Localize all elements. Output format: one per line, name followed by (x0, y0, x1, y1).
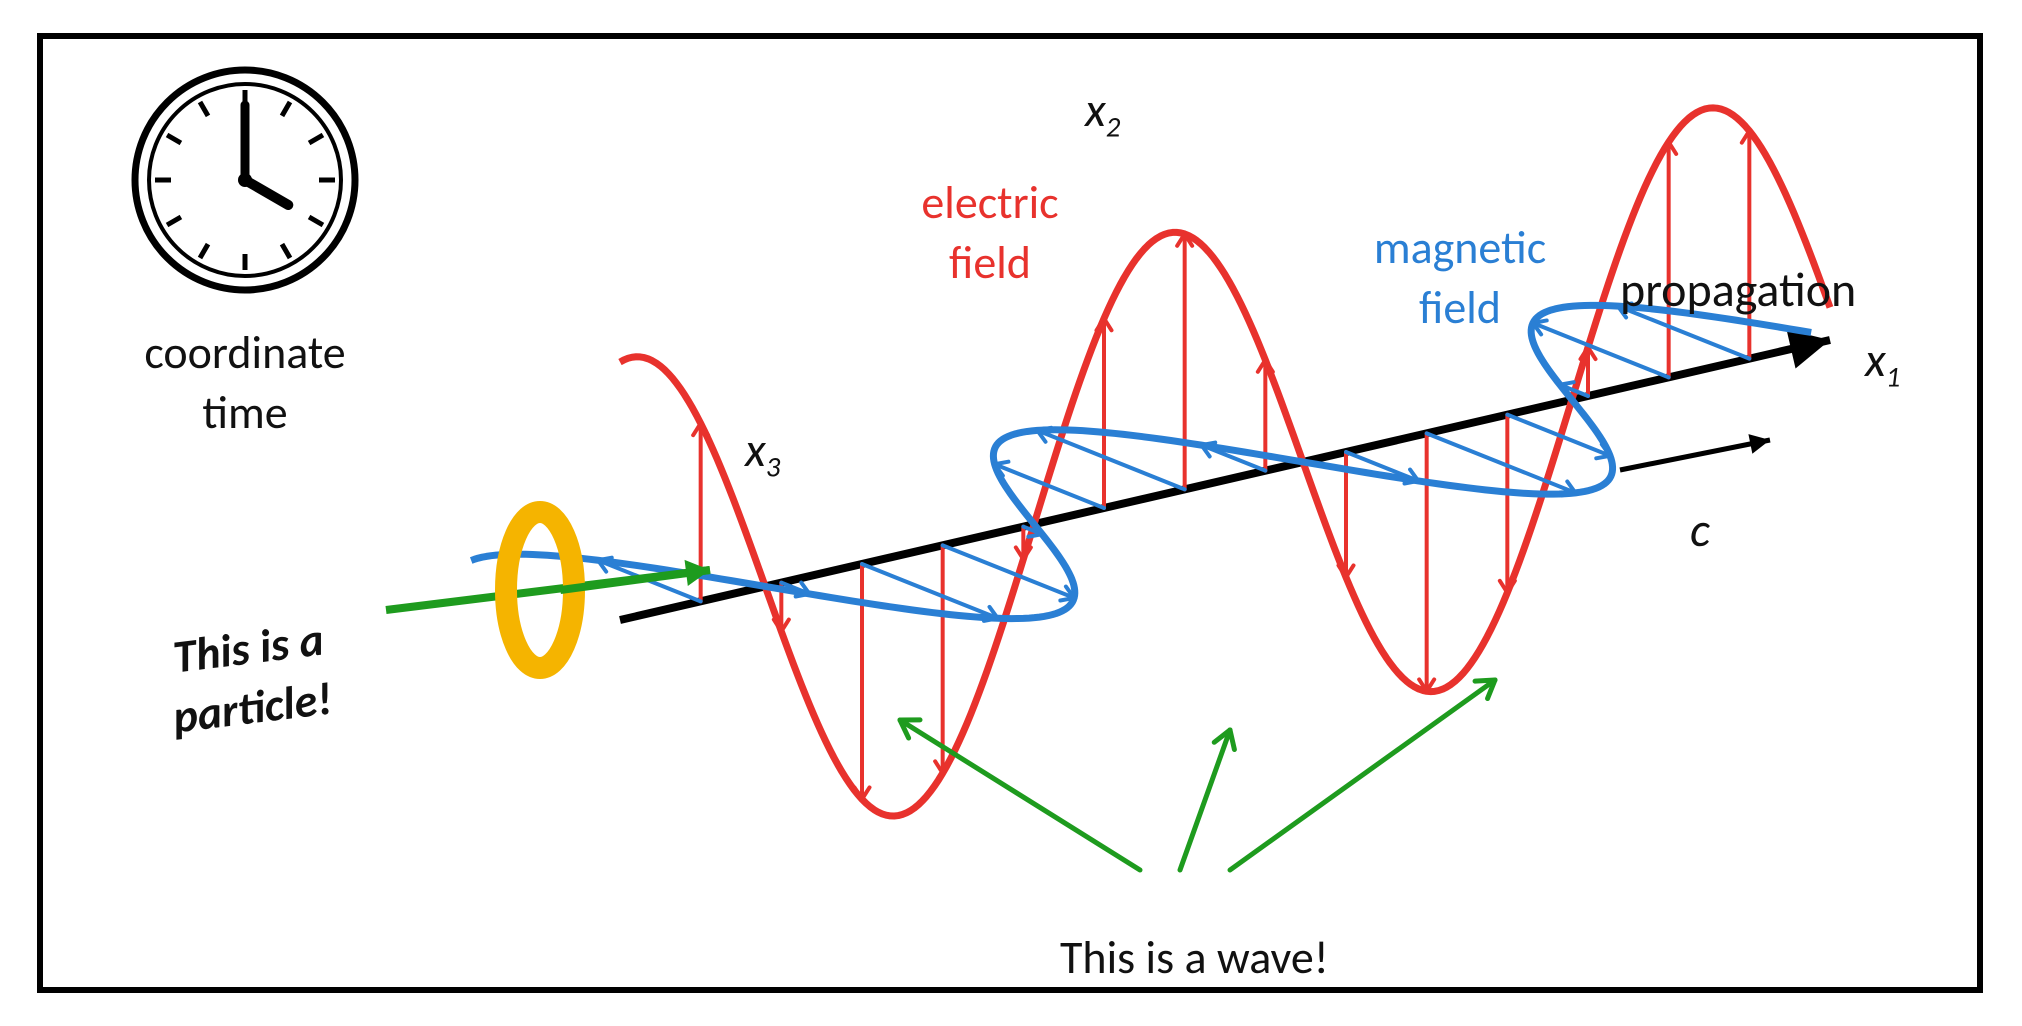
wave-pointer-arrow (1180, 730, 1230, 870)
x3-label: x3 (745, 420, 780, 485)
diagram-svg (0, 0, 2022, 1026)
c-label: c (1690, 500, 1710, 559)
c-arrow (1620, 440, 1770, 470)
x2-label: x2 (1085, 80, 1120, 145)
wave-pointer-arrow (900, 720, 1140, 870)
magnetic-field-arrow (1533, 323, 1669, 377)
magnetic-label-1: magnetic (1374, 220, 1546, 276)
propagation-label: propagation (1620, 260, 1856, 319)
propagation-axis (620, 340, 1830, 620)
c-arrow-head (1748, 434, 1770, 454)
wave-label: This is a wave! (1060, 930, 1329, 986)
clock-label-2: time (202, 385, 287, 441)
wave-pointer-arrow (1230, 680, 1495, 870)
clock-label-1: coordinate (144, 325, 345, 381)
x1-axis-label: x1 (1865, 330, 1900, 395)
electric-label-1: electric (921, 175, 1058, 231)
outer-frame (0, 0, 2022, 1026)
magnetic-label-2: field (1419, 280, 1501, 336)
electric-label-2: field (949, 235, 1031, 291)
